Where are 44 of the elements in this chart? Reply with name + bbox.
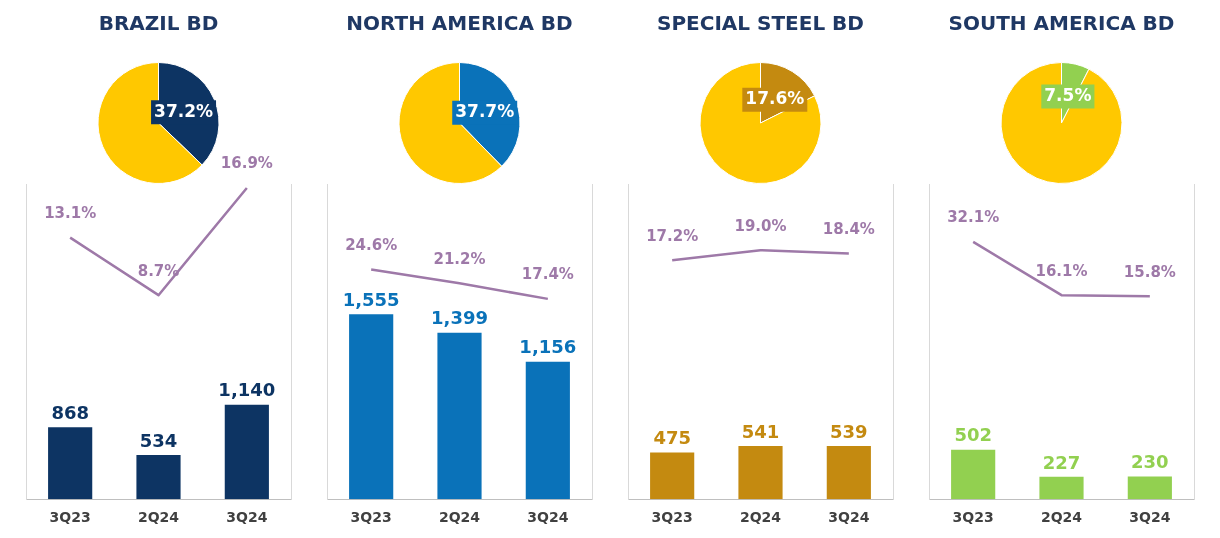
data-label: 32.1% [947,208,1000,227]
x-tick-label: 3Q24 [226,509,268,526]
data-label: 16.1% [1035,261,1088,280]
data-label: 7.5% [1044,84,1092,105]
chart-title: SPECIAL STEEL BD [656,10,865,37]
data-label: 1,555 [342,288,400,310]
data-label: 37.2% [154,100,214,121]
data-label: 15.8% [1123,262,1176,281]
data-label: 37.7% [455,101,515,122]
data-label: 1,140 [218,379,276,401]
x-tick-label: 2Q24 [137,509,180,526]
data-label: 13.1% [44,204,97,223]
x-tick-label: 3Q23 [49,509,91,526]
chart-title: NORTH AMERICA BD [345,10,574,37]
data-label: 24.6% [345,235,398,254]
x-tick-label: 2Q24 [1040,509,1083,526]
data-label: 541 [741,420,780,442]
data-label: 502 [954,424,992,446]
data-label: 230 [1131,451,1169,473]
data-label: 17.4% [521,265,574,284]
data-label: 21.2% [433,249,486,268]
data-label: 19.0% [734,216,787,235]
data-label: 16.9% [220,154,273,173]
data-label: 1,156 [519,336,577,358]
x-tick-label: 2Q24 [438,509,481,526]
data-label: 1,399 [431,307,488,329]
data-label: 534 [139,429,178,451]
data-label: 227 [1042,451,1081,473]
x-tick-label: 3Q24 [1129,509,1171,526]
data-label: 17.6% [745,88,805,109]
data-label: 475 [653,427,691,449]
data-label: 18.4% [822,219,875,238]
x-tick-label: 3Q23 [952,509,994,526]
chart-title: SOUTH AMERICA BD [947,10,1176,37]
x-tick-label: 3Q23 [350,509,392,526]
data-label: 8.7% [137,261,180,280]
chart-title: BRAZIL BD [97,10,220,37]
x-tick-label: 2Q24 [739,509,782,526]
data-label: 539 [830,420,868,442]
x-tick-label: 3Q23 [651,509,693,526]
data-label: 17.2% [646,226,699,245]
data-label: 868 [51,401,89,423]
x-tick-label: 3Q24 [828,509,870,526]
x-tick-label: 3Q24 [527,509,569,526]
